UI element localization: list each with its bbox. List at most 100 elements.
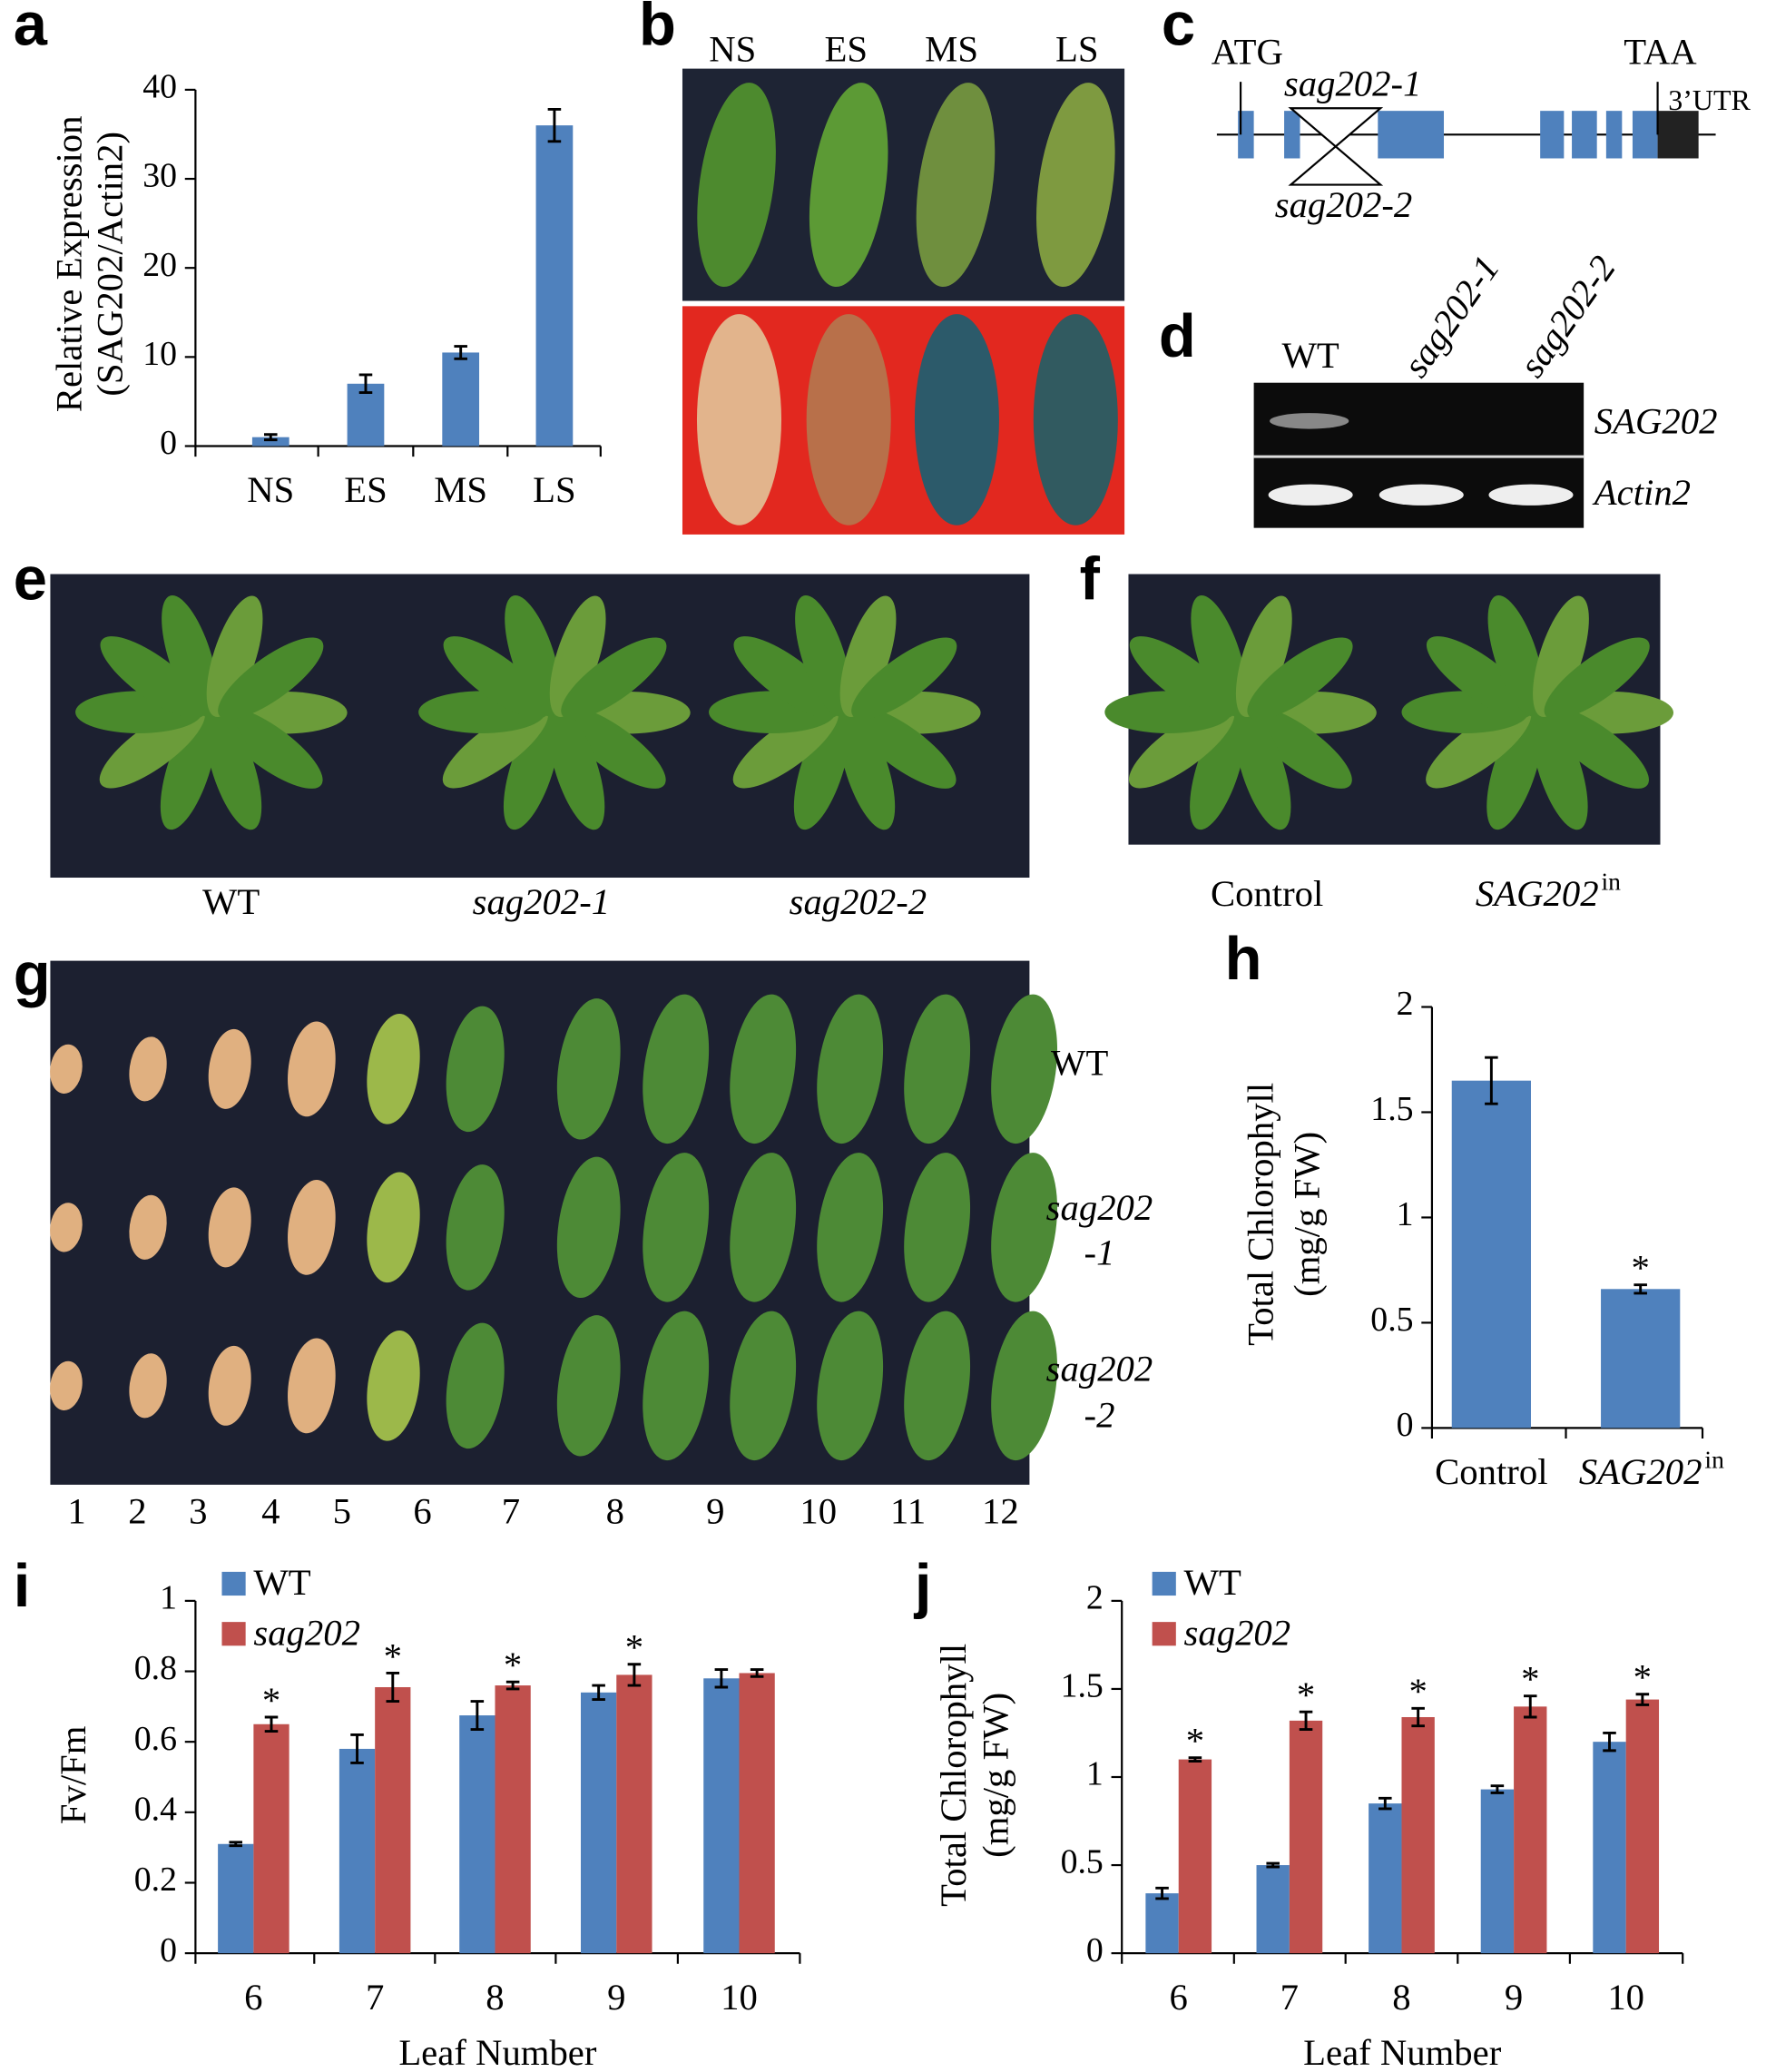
panel-label: j [913, 1552, 932, 1620]
gene-label: 3’UTR [1668, 83, 1751, 116]
insertion-label: sag202-1 [1284, 63, 1422, 103]
leaf [50, 1360, 83, 1410]
column-label: NS [709, 29, 756, 70]
leaf [367, 1331, 420, 1441]
y-tick-label: 0.8 [134, 1649, 177, 1687]
x-tick-label: MS [434, 469, 487, 510]
panel-label: d [1159, 302, 1196, 370]
y-tick-label: 40 [142, 68, 177, 106]
leaf [806, 314, 891, 525]
error-bar [229, 1841, 243, 1848]
leaf [1487, 594, 1545, 717]
y-tick-label: 1 [160, 1579, 177, 1617]
error-bar [1485, 1056, 1498, 1105]
leaf [730, 1311, 797, 1461]
insertion-label: sag202-2 [1275, 184, 1413, 225]
leaf-number: 9 [706, 1491, 724, 1532]
y-tick-label: 1.5 [1061, 1667, 1104, 1705]
x-tick-label: 6 [244, 1977, 262, 2018]
error-bar [1299, 1710, 1313, 1732]
leaf [795, 594, 851, 717]
leaf-number: 12 [982, 1491, 1019, 1532]
significance: * [1186, 1720, 1204, 1761]
leaf [643, 1311, 710, 1461]
leaf [367, 1014, 420, 1124]
legend-swatch [221, 1622, 246, 1646]
gene-label: TAA [1624, 31, 1697, 72]
leaf-number: 1 [67, 1491, 85, 1532]
y-tick-label: 0 [1086, 1931, 1104, 1969]
gel-band [1270, 413, 1349, 429]
y-tick-label: 20 [142, 246, 177, 284]
bar [616, 1674, 652, 1954]
leaf [288, 1179, 336, 1275]
leaf-number: 6 [413, 1491, 431, 1532]
leaf [446, 1006, 505, 1133]
error-bar [547, 108, 562, 143]
x-tick-label: 8 [1392, 1977, 1410, 2018]
leaf [1190, 708, 1246, 830]
row-label: -1 [1084, 1232, 1115, 1273]
leaf [1426, 636, 1533, 719]
row-label: -2 [1084, 1395, 1115, 1436]
error-bar [750, 1668, 764, 1678]
leaf [809, 83, 888, 288]
leaf [160, 708, 217, 830]
leaf [817, 1153, 884, 1302]
panel-label: a [14, 0, 48, 59]
y-tick-label: 0.2 [134, 1861, 177, 1899]
leaf [1246, 706, 1352, 789]
leaf [560, 706, 666, 789]
leaf [561, 637, 667, 720]
leaf [548, 708, 605, 830]
leaf [218, 637, 324, 720]
leaf [916, 83, 996, 288]
x-tick-label: 9 [607, 1977, 625, 2018]
bar [1256, 1865, 1290, 1954]
y-tick-label: 10 [142, 335, 177, 373]
photo-label: sag202-1 [473, 881, 611, 922]
panel-label: b [639, 0, 676, 59]
leaf [129, 1036, 167, 1102]
leaf [696, 314, 782, 525]
significance: * [384, 1635, 402, 1676]
y-tick-label: 2 [1397, 985, 1414, 1023]
bar [1514, 1706, 1547, 1954]
superscript: in [1704, 1446, 1724, 1474]
y-axis-label: Total Chlorophyll [1241, 1083, 1281, 1346]
leaf [1234, 708, 1291, 830]
bar [703, 1678, 740, 1954]
error-bar [1155, 1886, 1169, 1900]
leaf [50, 1203, 83, 1252]
x-tick-label: 6 [1170, 1977, 1188, 2018]
column-label: ES [825, 29, 868, 70]
x-tick-label: 9 [1505, 1977, 1523, 2018]
error-bar [714, 1668, 729, 1689]
panel-label: g [14, 941, 51, 1009]
leaf [1544, 637, 1650, 720]
significance: * [1408, 1671, 1427, 1712]
x-tick-label: ES [344, 469, 388, 510]
significance: * [504, 1645, 522, 1685]
significance: * [262, 1680, 280, 1721]
gel-band [1378, 484, 1464, 506]
bar [1401, 1716, 1435, 1954]
y-tick-label: 0 [160, 1931, 177, 1969]
leaf-number: 2 [128, 1491, 146, 1532]
lane-label: sag202-1 [1395, 249, 1507, 385]
photo-content [50, 83, 1674, 1461]
leaf [100, 636, 206, 719]
gene-label: ATG [1212, 31, 1283, 72]
legend-swatch [1152, 1571, 1176, 1596]
leaf [505, 594, 562, 717]
photo-label: SAG202 [1476, 873, 1599, 914]
error-bar [1411, 1706, 1425, 1728]
photo-label: sag202-2 [790, 881, 927, 922]
leaf [50, 1044, 83, 1094]
leaf [288, 1021, 336, 1117]
x-tick-label: 7 [1280, 1977, 1299, 2018]
significance: * [1631, 1247, 1649, 1288]
leaf [1247, 637, 1353, 720]
error-bar [1634, 1283, 1647, 1295]
leaf-number: 8 [606, 1491, 624, 1532]
